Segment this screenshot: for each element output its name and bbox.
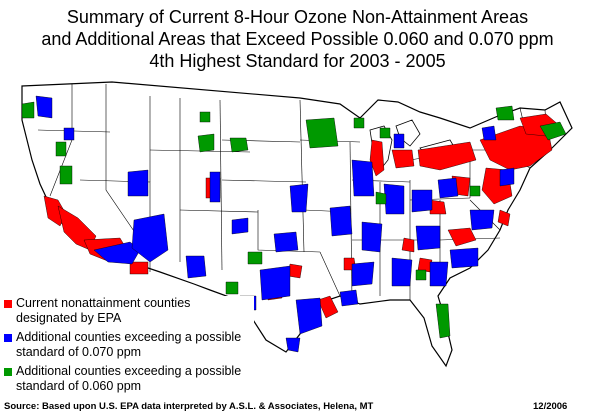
title-line-2: and Additional Areas that Exceed Possibl… (41, 29, 554, 49)
legend-item-nonattainment: Current nonattainment counties designate… (4, 296, 254, 326)
map-title: Summary of Current 8-Hour Ozone Non-Atta… (0, 6, 595, 72)
legend-item-exceed-070: Additional counties exceeding a possible… (4, 330, 254, 360)
map-legend: Current nonattainment counties designate… (4, 296, 254, 398)
legend-label: Additional counties exceeding a possible… (16, 330, 242, 359)
source-note: Source: Based upon U.S. EPA data interpr… (4, 401, 374, 412)
legend-swatch-green (4, 368, 12, 376)
date-note: 12/2006 (533, 401, 568, 412)
title-line-1: Summary of Current 8-Hour Ozone Non-Atta… (66, 7, 529, 27)
exceed-060-counties (21, 101, 567, 339)
legend-swatch-blue (4, 334, 12, 342)
legend-label: Additional counties exceeding a possible… (16, 364, 242, 393)
legend-swatch-red (4, 300, 12, 308)
title-line-3: 4th Highest Standard for 2003 - 2005 (149, 51, 446, 71)
legend-item-exceed-060: Additional counties exceeding a possible… (4, 364, 254, 394)
exceed-070-counties (35, 95, 515, 353)
legend-label: Current nonattainment counties designate… (16, 296, 191, 325)
